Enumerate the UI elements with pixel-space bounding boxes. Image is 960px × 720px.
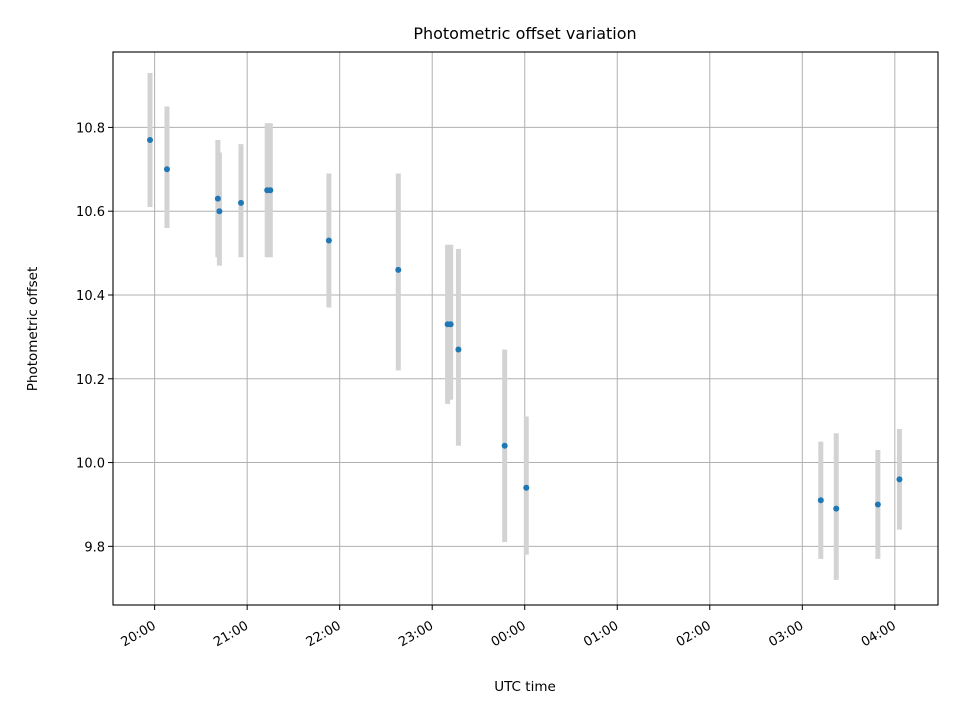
x-axis-label: UTC time xyxy=(494,679,556,695)
y-tick-label: 10.4 xyxy=(76,289,105,304)
data-point xyxy=(214,195,221,202)
y-tick-label: 9.8 xyxy=(84,540,105,555)
grid-lines xyxy=(113,52,938,605)
y-tick-label: 10.6 xyxy=(76,205,105,220)
y-tick-label: 10.0 xyxy=(76,457,105,472)
data-point xyxy=(147,136,154,143)
data-point xyxy=(817,497,824,504)
data-point xyxy=(455,346,462,353)
data-point xyxy=(237,199,244,206)
data-point xyxy=(833,505,840,512)
data-point xyxy=(447,321,454,328)
data-point xyxy=(501,442,508,449)
chart-title: Photometric offset variation xyxy=(413,24,636,43)
y-tick-label: 10.2 xyxy=(76,373,105,388)
data-point xyxy=(267,187,274,194)
y-tick-label: 10.8 xyxy=(76,121,105,136)
data-points xyxy=(147,136,903,512)
data-point xyxy=(163,166,170,173)
data-point xyxy=(896,476,903,483)
plot-area-frame xyxy=(112,51,939,606)
data-point xyxy=(874,501,881,508)
data-point xyxy=(395,266,402,273)
y-axis-ticks: 9.8 10.0 10.2 10.4 10.6 10.8 xyxy=(76,121,113,555)
y-axis-label: Photometric offset xyxy=(25,267,41,391)
data-point xyxy=(325,237,332,244)
data-point xyxy=(523,484,530,491)
data-point xyxy=(216,208,223,215)
